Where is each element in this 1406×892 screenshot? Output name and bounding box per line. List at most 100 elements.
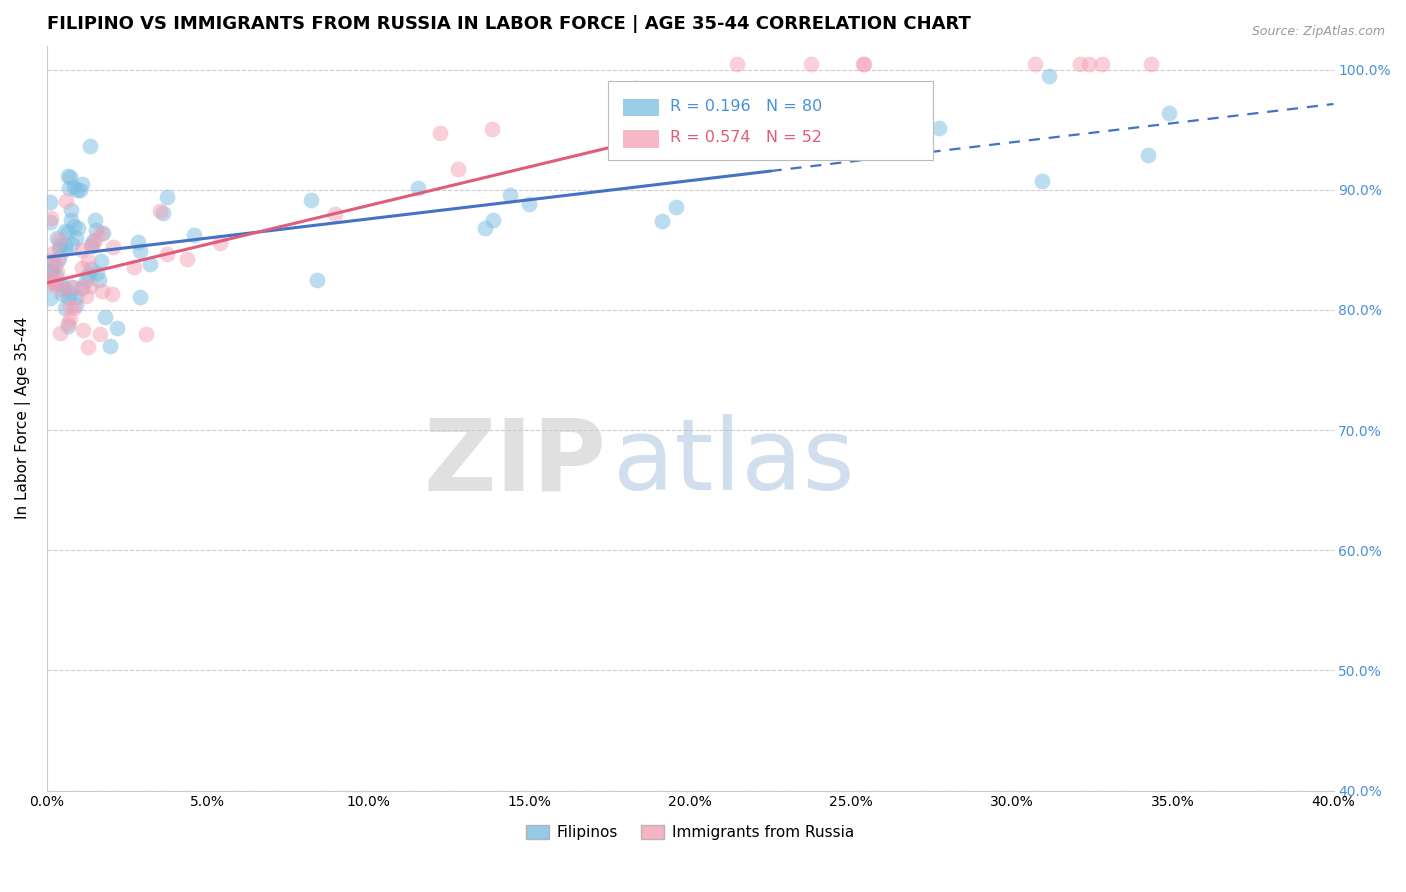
Point (105, 320, 128, 334)
Point (49, 326, 72, 341)
Point (447, 161, 470, 176)
Point (59, 301, 82, 315)
Point (65, 289, 87, 303)
Point (58, 169, 80, 183)
Point (84, 223, 107, 237)
Point (93, 226, 115, 240)
Legend: Filipinos, Immigrants from Russia: Filipinos, Immigrants from Russia (520, 819, 860, 847)
Point (48, 233, 70, 247)
Point (53, 238, 76, 252)
Point (94, 310, 117, 324)
Point (90, 253, 112, 268)
Point (852, 56, 875, 70)
Point (75, 288, 97, 302)
Text: atlas: atlas (613, 414, 855, 511)
Point (183, 227, 205, 242)
Point (48, 251, 70, 265)
Point (156, 247, 179, 261)
Point (482, 213, 505, 227)
Point (65, 298, 87, 312)
Point (72, 177, 94, 191)
Point (46, 265, 69, 279)
Point (66, 183, 89, 197)
Point (86, 266, 108, 280)
Point (498, 188, 520, 202)
Point (90, 226, 112, 240)
Text: R = 0.196   N = 80: R = 0.196 N = 80 (669, 98, 823, 113)
Point (83, 212, 105, 227)
Point (1157, 105, 1180, 120)
Point (89, 273, 111, 287)
Point (49, 237, 72, 252)
Point (1137, 147, 1160, 161)
Point (406, 181, 429, 195)
Point (429, 127, 451, 141)
Point (128, 244, 150, 259)
Point (45, 277, 67, 291)
Point (1069, 56, 1091, 70)
Point (51, 282, 73, 296)
Point (80, 262, 103, 277)
Point (79, 279, 101, 293)
Point (39, 253, 62, 268)
Point (1038, 70, 1060, 84)
Text: FILIPINO VS IMMIGRANTS FROM RUSSIA IN LABOR FORCE | AGE 35-44 CORRELATION CHART: FILIPINO VS IMMIGRANTS FROM RUSSIA IN LA… (46, 15, 972, 33)
FancyBboxPatch shape (607, 81, 934, 161)
Point (70, 280, 93, 294)
Point (39, 215, 62, 229)
Point (76, 340, 98, 354)
Point (39, 277, 62, 291)
Point (1031, 174, 1053, 188)
Point (139, 257, 162, 271)
Point (91, 284, 114, 298)
Point (39, 272, 62, 286)
Point (101, 286, 124, 301)
Point (928, 121, 950, 136)
Point (626, 81, 648, 95)
Point (46, 231, 69, 245)
Point (48, 242, 70, 256)
Point (128, 290, 150, 304)
Point (69, 183, 91, 197)
Point (59, 311, 82, 326)
Point (41, 264, 63, 278)
Point (55, 224, 77, 238)
Point (651, 213, 673, 227)
Point (474, 220, 496, 235)
Point (63, 301, 86, 316)
Point (59, 286, 82, 301)
Point (42, 245, 65, 260)
Point (82, 234, 104, 248)
Point (52, 281, 75, 295)
Point (725, 56, 748, 70)
Point (39, 255, 62, 269)
Point (122, 260, 145, 274)
Point (641, 123, 664, 137)
Point (51, 277, 73, 291)
Point (44, 259, 66, 273)
Text: Source: ZipAtlas.com: Source: ZipAtlas.com (1251, 25, 1385, 38)
Point (152, 205, 174, 219)
Point (84, 233, 107, 247)
Point (39, 264, 62, 278)
Point (53, 243, 76, 257)
Point (77, 254, 100, 268)
Point (853, 56, 876, 70)
Y-axis label: In Labor Force | Age 35-44: In Labor Force | Age 35-44 (15, 317, 31, 519)
Point (62, 219, 84, 233)
Text: R = 0.574   N = 52: R = 0.574 N = 52 (669, 130, 821, 145)
Point (62, 180, 84, 194)
Point (58, 316, 80, 330)
Point (55, 194, 77, 208)
Point (77, 268, 100, 282)
Point (39, 276, 62, 290)
Point (56, 319, 79, 334)
Point (39, 211, 62, 225)
Point (39, 292, 62, 306)
Point (80, 238, 103, 252)
Point (208, 235, 231, 250)
Point (45, 269, 67, 284)
Point (517, 197, 540, 211)
Point (39, 271, 62, 285)
Point (56, 290, 79, 304)
